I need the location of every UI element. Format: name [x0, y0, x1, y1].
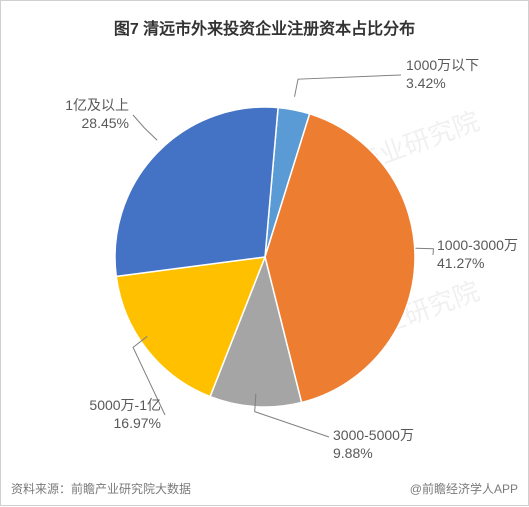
slice-label-2-l2: 9.88% [333, 445, 414, 463]
slice-label-3-l2: 16.97% [71, 415, 161, 433]
slice-label-0-l2: 3.42% [406, 75, 479, 93]
slice-label-4: 1亿及以上 28.45% [39, 97, 129, 132]
slice-label-2: 3000-5000万 9.88% [333, 427, 414, 462]
slice-label-4-l1: 1亿及以上 [39, 97, 129, 115]
slice-label-3-l1: 5000万-1亿 [71, 397, 161, 415]
pie-chart [105, 97, 425, 422]
footer-source: 资料来源：前瞻产业研究院大数据 [11, 480, 191, 497]
slice-label-0-l1: 1000万以下 [406, 57, 479, 75]
footer-attribution: @前瞻经济学人APP [410, 480, 518, 497]
leader-line-0 [295, 75, 401, 97]
slice-label-4-l2: 28.45% [39, 115, 129, 133]
slice-label-1-l2: 41.27% [437, 255, 518, 273]
slice-label-0: 1000万以下 3.42% [406, 57, 479, 92]
pie-slice-4 [115, 107, 278, 276]
slice-label-1: 1000-3000万 41.27% [437, 237, 518, 272]
slice-label-1-l1: 1000-3000万 [437, 237, 518, 255]
slice-label-2-l1: 3000-5000万 [333, 427, 414, 445]
slice-label-3: 5000万-1亿 16.97% [71, 397, 161, 432]
chart-container: 图7 清远市外来投资企业注册资本占比分布 前瞻产业研究院 前瞻产业研究院 100… [0, 0, 529, 506]
chart-title: 图7 清远市外来投资企业注册资本占比分布 [1, 1, 528, 39]
